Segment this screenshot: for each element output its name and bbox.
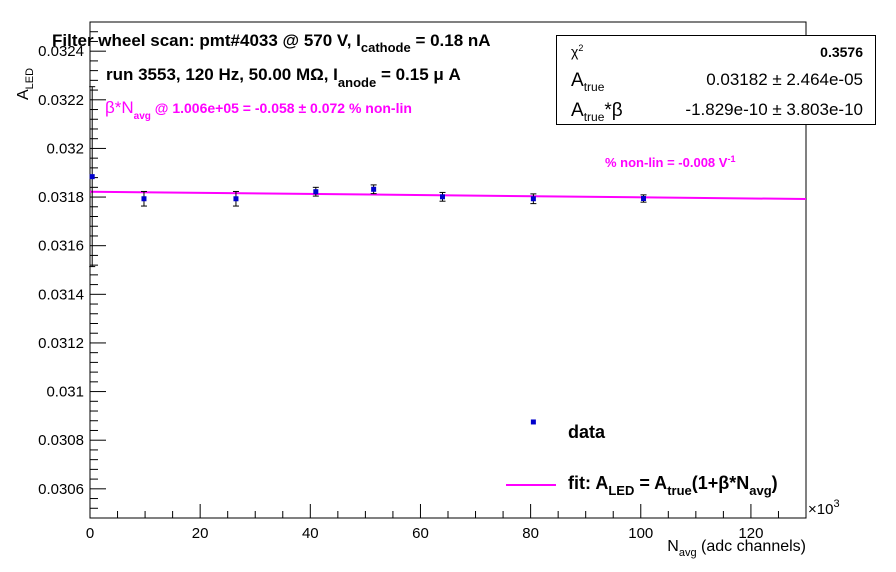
- x-tick-label: 20: [192, 525, 209, 542]
- stat-atrue-name: Atrue: [571, 70, 605, 94]
- stat-beta-value: -1.829e-10 ± 3.803e-10: [685, 100, 863, 119]
- data-marker: [439, 194, 445, 200]
- y-tick-label: 0.0318: [38, 189, 84, 206]
- title-line-1: Filter wheel scan: pmt#4033 @ 570 V, Ica…: [52, 31, 491, 55]
- data-marker: [641, 196, 647, 202]
- stat-atrue-value: 0.03182 ± 2.464e-05: [706, 70, 863, 89]
- data-point: [530, 193, 537, 205]
- stat-beta-name: Atrue*β: [571, 100, 623, 124]
- x-tick-label: 120: [738, 525, 763, 542]
- x-tick-label: 40: [302, 525, 319, 542]
- y-tick-label: 0.0324: [38, 43, 84, 60]
- data-point: [312, 186, 319, 197]
- x-tick-label: 80: [522, 525, 539, 542]
- fit-line: [89, 190, 807, 201]
- y-tick-label: 0.032: [46, 140, 84, 157]
- data-marker: [313, 189, 319, 195]
- y-tick-label: 0.0306: [38, 481, 84, 498]
- stat-row-chi2: χ2 0.3576: [557, 36, 875, 66]
- legend-data-marker: [530, 419, 536, 425]
- data-point: [640, 194, 647, 203]
- stat-chi2-value: 0.3576: [820, 44, 863, 60]
- fit-curve: [89, 190, 807, 201]
- stat-row-atrue: Atrue 0.03182 ± 2.464e-05: [557, 66, 875, 96]
- y-axis-ticks: 0.0306 0.0308 0.031 0.0312 0.0314 0.0316 0.031…: [38, 21, 106, 519]
- legend: data fit: ALED = Atrue(1+β*Navg): [506, 419, 778, 498]
- data-marker: [89, 174, 95, 180]
- x-tick-label: 60: [412, 525, 429, 542]
- y-axis-label: ALED: [15, 68, 36, 100]
- data-marker: [233, 196, 239, 202]
- title-line-2: run 3553, 120 Hz, 50.00 MΩ, Ianode = 0.1…: [106, 65, 461, 90]
- data-point: [232, 190, 239, 207]
- data-point: [370, 184, 377, 195]
- data-point: [140, 190, 147, 207]
- data-series: [89, 86, 647, 268]
- legend-fit-label: fit: ALED = Atrue(1+β*Navg): [568, 473, 778, 498]
- x-axis-exponent: ×103: [808, 498, 840, 518]
- data-marker: [530, 196, 536, 202]
- y-tick-label: 0.0322: [38, 92, 84, 109]
- legend-data-label: data: [568, 422, 606, 442]
- data-marker: [371, 186, 377, 192]
- fit-statistics-box: χ2 0.3576 Atrue 0.03182 ± 2.464e-05 Atru…: [556, 35, 876, 125]
- y-tick-label: 0.0308: [38, 432, 84, 449]
- data-point: [439, 191, 446, 202]
- x-tick-label: 100: [628, 525, 653, 542]
- data-point: [89, 86, 96, 268]
- stat-row-beta: Atrue*β -1.829e-10 ± 3.803e-10: [557, 96, 875, 126]
- x-tick-label: 0: [86, 525, 94, 542]
- y-tick-label: 0.0312: [38, 335, 84, 352]
- y-tick-label: 0.0314: [38, 286, 84, 303]
- beta-annotation: β*Navg @ 1.006e+05 = -0.058 ± 0.072 % no…: [105, 98, 412, 122]
- stat-chi2-name: χ2: [571, 43, 584, 60]
- x-axis-ticks: 0 20 40 60 80 100 120: [86, 504, 807, 542]
- x-axis-label: Navg (adc channels): [667, 538, 806, 559]
- nonlin-annotation: % non-lin = -0.008 V-1: [605, 154, 735, 170]
- y-tick-label: 0.031: [46, 384, 84, 401]
- y-tick-label: 0.0316: [38, 238, 84, 255]
- data-marker: [141, 196, 147, 202]
